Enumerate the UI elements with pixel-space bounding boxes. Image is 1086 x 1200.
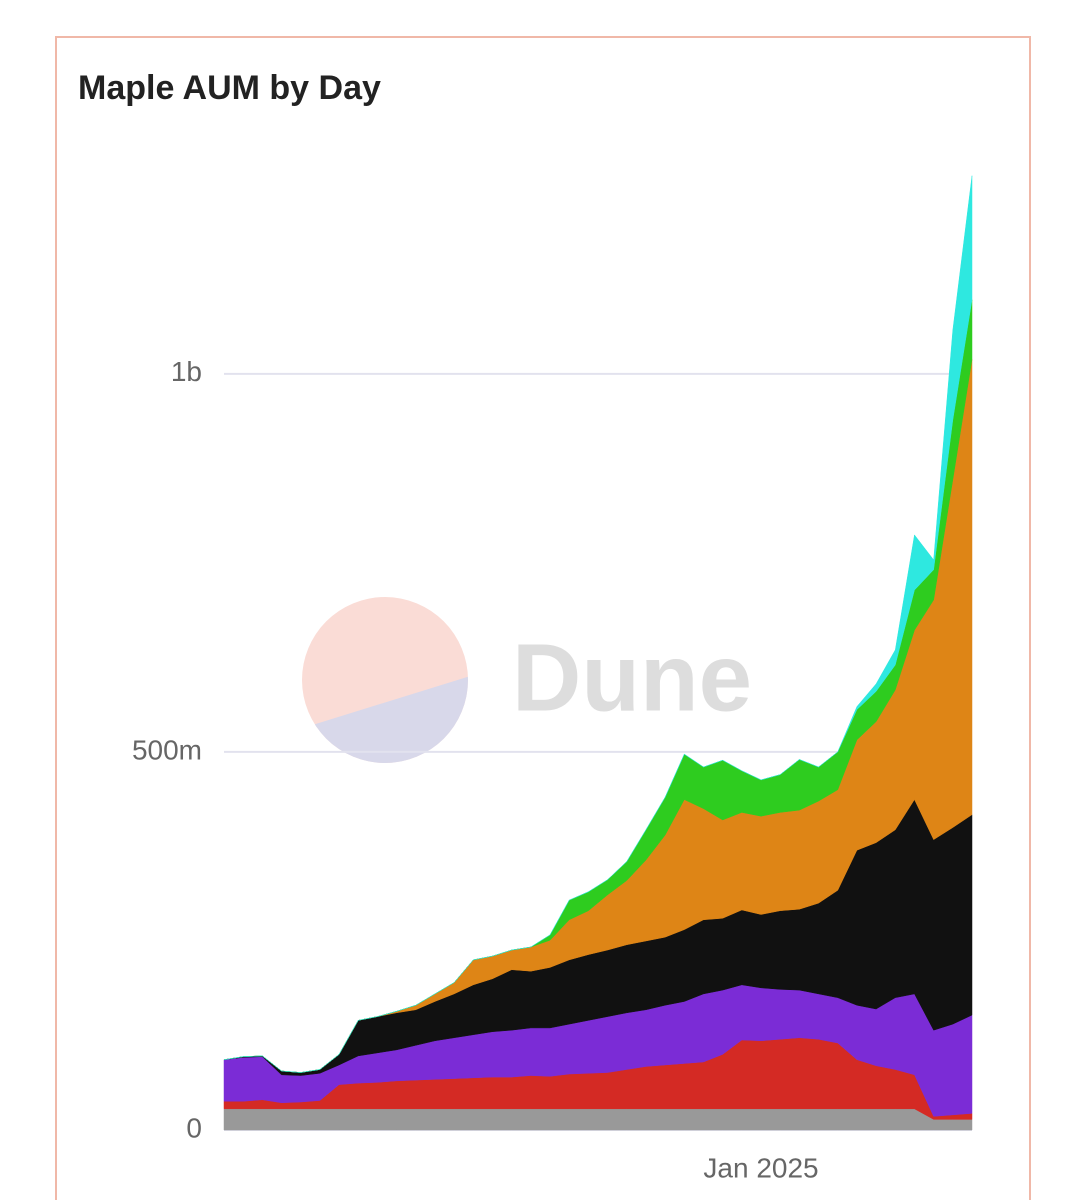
y-tick-label: 500m (132, 734, 202, 765)
area (223, 175, 973, 1073)
y-tick-label: 1b (171, 356, 202, 387)
area (223, 1108, 973, 1131)
watermark: Dune (512, 624, 752, 731)
y-tick-label: 0 (186, 1112, 202, 1143)
x-tick-label: Jan 2025 (703, 1152, 818, 1183)
chart-title: Maple AUM by Day (78, 69, 381, 107)
